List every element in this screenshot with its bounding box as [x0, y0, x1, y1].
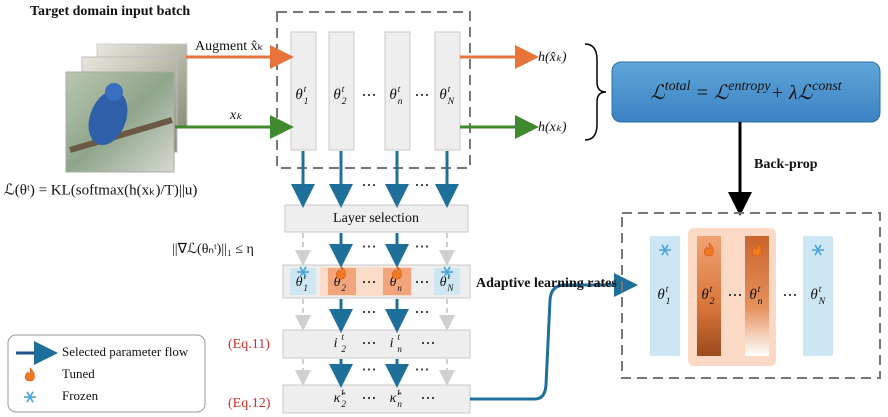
param-sub: N	[447, 96, 455, 107]
param-symbol: θ	[333, 87, 341, 103]
param-sub: n	[758, 296, 763, 307]
param-symbol: θ	[295, 87, 303, 103]
param-symbol: i	[334, 336, 338, 351]
param-symbol: θ	[749, 287, 757, 303]
param-sup: t	[398, 84, 401, 95]
param-sub: n	[397, 283, 402, 293]
legend-label: Tuned	[62, 366, 95, 381]
ellipsis: ⋯	[783, 287, 798, 303]
param-sub: 2	[341, 344, 346, 354]
param-sub: 2	[342, 96, 347, 107]
ellipsis: ⋯	[362, 177, 377, 193]
output-label: h(x̂ₖ)	[538, 50, 567, 65]
param-sub: n	[398, 96, 403, 107]
param-sub: 1	[304, 96, 309, 107]
param-sup: t	[666, 284, 669, 295]
backprop-label: Back-prop	[754, 157, 818, 172]
total-loss-part: = ℒ	[690, 82, 728, 104]
param-symbol: θ	[439, 87, 447, 103]
param-symbol: θ	[810, 287, 818, 303]
param-symbol: i	[390, 336, 394, 351]
ellipsis: ⋯	[421, 335, 436, 351]
eq11-box	[283, 330, 470, 358]
kl-loss: ℒ(θᵗ) = KL(softmax(h(xₖ)/T)||u)	[4, 182, 197, 198]
ellipsis: ⋯	[415, 362, 430, 378]
param-sub: 2	[710, 296, 715, 307]
legend-label: Frozen	[62, 388, 99, 403]
legend-label: Selected parameter flow	[62, 344, 189, 359]
arrow	[470, 285, 632, 399]
total-loss-part: const	[812, 79, 843, 94]
param-sup: t	[342, 84, 345, 95]
eq-label: (Eq.12)	[228, 396, 271, 411]
param-sub: n	[397, 344, 402, 354]
param-sup: t	[304, 84, 307, 95]
total-loss-part: entropy	[728, 79, 771, 94]
total-loss-part: total	[665, 79, 691, 94]
param-symbol: θ	[296, 275, 303, 290]
ellipsis: ⋯	[362, 239, 377, 255]
ellipsis: ⋯	[415, 274, 430, 290]
param-symbol: θ	[657, 287, 665, 303]
param-sub: 1	[303, 283, 308, 293]
param-sub: N	[446, 283, 454, 293]
param-symbol: θ	[389, 87, 397, 103]
total-loss-part: + λℒ	[771, 82, 813, 104]
ellipsis: ⋯	[415, 304, 430, 320]
param-sup: t	[819, 284, 822, 295]
ellipsis: ⋯	[362, 304, 377, 320]
param-symbol: θ	[701, 287, 709, 303]
param-symbol: θ	[440, 275, 447, 290]
ellipsis: ⋯	[362, 87, 377, 103]
adaptive-label: Adaptive learning rates	[476, 276, 617, 291]
param-sub: 1	[666, 296, 671, 307]
param-sub: 2	[341, 283, 346, 293]
augment-label: Augment x̂ₖ	[195, 39, 264, 54]
ellipsis: ⋯	[415, 177, 430, 193]
ellipsis: ⋯	[415, 239, 430, 255]
eq12-box	[283, 385, 470, 413]
layer-selection: Layer selection	[333, 211, 419, 226]
ellipsis: ⋯	[728, 287, 743, 303]
total-loss-part: ℒ	[650, 82, 665, 104]
output-label: h(xₖ)	[538, 120, 567, 135]
brace	[585, 44, 606, 140]
param-sup: t	[448, 84, 451, 95]
param-sup: t	[710, 284, 713, 295]
ellipsis: ⋯	[362, 362, 377, 378]
diagram: Target domain input batch Augment x̂ₖ xₖ h(…	[0, 0, 888, 417]
param-sup: t	[758, 284, 761, 295]
ellipsis: ⋯	[362, 274, 377, 290]
param-sub: N	[818, 296, 826, 307]
bird	[105, 83, 123, 101]
threshold: ||∇ℒ(θₙᵗ)||₁ ≤ η	[172, 242, 254, 257]
param-sub: n	[397, 399, 402, 409]
ellipsis: ⋯	[415, 87, 430, 103]
title: Target domain input batch	[30, 4, 190, 19]
input-label: xₖ	[229, 108, 243, 123]
param-sub: 2	[341, 399, 346, 409]
ellipsis: ⋯	[421, 390, 436, 406]
ellipsis: ⋯	[362, 390, 377, 406]
ellipsis: ⋯	[362, 335, 377, 351]
eq-label: (Eq.11)	[228, 337, 270, 352]
